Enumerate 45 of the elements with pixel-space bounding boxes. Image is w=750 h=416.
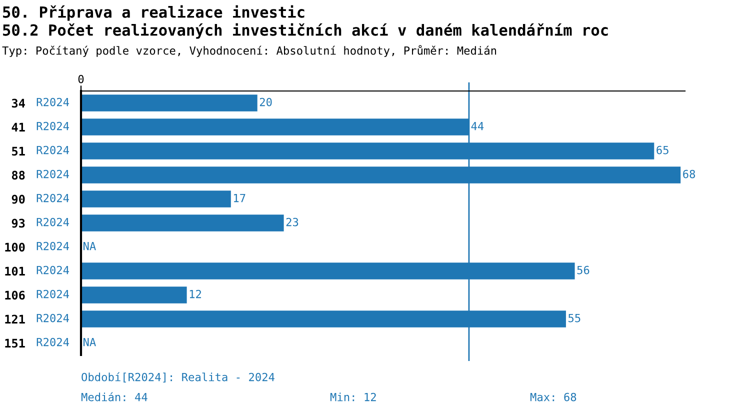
data-label: 65 xyxy=(656,146,668,154)
bar xyxy=(81,94,258,112)
data-label: 56 xyxy=(577,266,590,274)
bar xyxy=(81,286,187,304)
chart-subtitle: 50.2 Počet realizovaných investičních akcí v daném kalendářním roc xyxy=(3,23,608,39)
text: R2024 xyxy=(36,146,70,154)
text: R2024 xyxy=(36,242,70,250)
bar xyxy=(81,214,284,232)
text: NA xyxy=(84,338,96,346)
data-label: 17 xyxy=(234,194,246,202)
data-label: 55 xyxy=(568,314,580,322)
text: R2024 xyxy=(36,218,70,226)
y-tick-label: 88 xyxy=(12,170,25,180)
y-tick-label: 121 xyxy=(5,314,25,324)
text: R2024 xyxy=(36,266,70,274)
data-label: 20 xyxy=(260,98,272,106)
text: R2024 xyxy=(36,290,70,298)
data-label: 44 xyxy=(471,122,484,130)
text: R2024 xyxy=(36,338,70,346)
bar xyxy=(81,190,231,208)
text: NA xyxy=(84,242,96,250)
text: R2024 xyxy=(36,122,70,130)
text: R2024 xyxy=(36,314,70,322)
text: R2024 xyxy=(36,170,70,178)
text: Typ: Počítaný podle vzorce, Vyhodnocení: Absolutní hodnoty, Průměr: Medián xyxy=(2,45,496,57)
text: Období[R2024]: Realita - 2024 xyxy=(82,372,274,383)
text: R2024 xyxy=(36,194,70,202)
y-tick-label: 100 xyxy=(5,242,25,252)
data-label: 23 xyxy=(286,218,298,226)
y-tick-label: 101 xyxy=(5,266,25,276)
text: Medián: 44 xyxy=(81,392,148,402)
chart-title: 50. Příprava a realizace investic xyxy=(3,5,304,21)
text: 0 xyxy=(78,74,84,84)
data-label: 68 xyxy=(683,170,696,178)
y-tick-label: 93 xyxy=(12,218,25,228)
y-tick-label: 151 xyxy=(5,338,25,348)
y-tick-label: 41 xyxy=(12,122,25,132)
y-tick-label: 106 xyxy=(5,290,25,300)
y-tick-label: 90 xyxy=(12,194,25,204)
y-tick-label: 34 xyxy=(12,98,25,108)
series-label: R2024 xyxy=(36,98,70,106)
text: Max: 68 xyxy=(530,392,576,402)
data-label: 12 xyxy=(190,290,202,298)
text: Min: 12 xyxy=(330,392,376,402)
y-tick-label: 51 xyxy=(12,146,25,156)
